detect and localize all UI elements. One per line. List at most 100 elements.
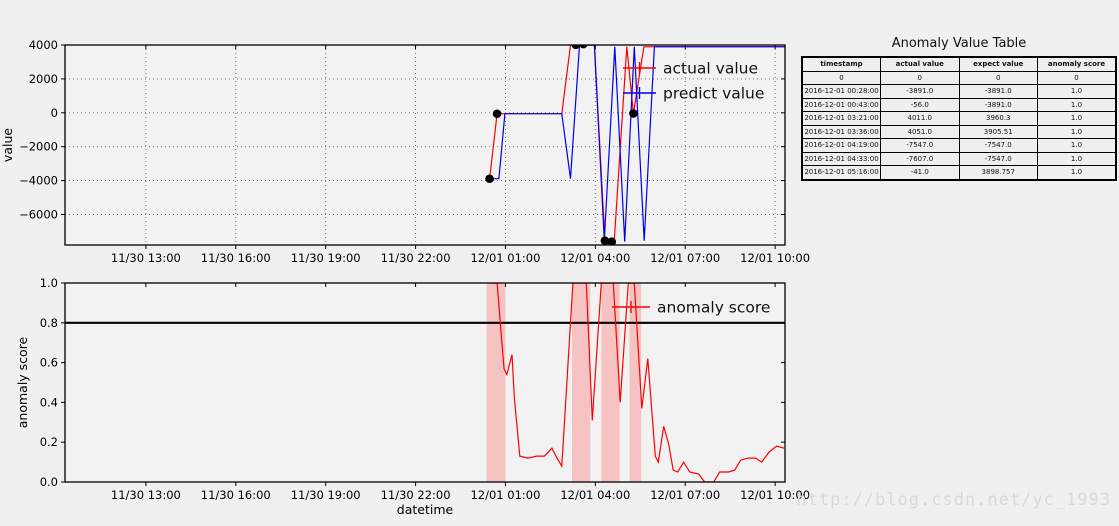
legend-label: anomaly score xyxy=(657,299,770,317)
table-cell: 0 xyxy=(801,70,881,85)
plot-area xyxy=(65,45,785,245)
table-cell: 0 xyxy=(1037,70,1117,85)
table-body: 0 0 0 0 2016-12-01 00:28:00 -3891.0 -3891.0 1.0… xyxy=(801,70,1117,180)
x-tick-label: 12/01 01:00 xyxy=(470,251,540,265)
axes-background xyxy=(65,283,785,482)
table-cell: 1.0 xyxy=(1037,111,1117,126)
table-cell: -56.0 xyxy=(880,97,960,112)
table-cell: -3891.0 xyxy=(958,97,1038,112)
table-cell: -7547.0 xyxy=(958,151,1038,166)
y-tick-label: 0.6 xyxy=(40,356,58,370)
axes-background xyxy=(65,45,785,245)
anomaly-marker xyxy=(492,109,502,119)
table-cell: 2016-12-01 00:43:00 xyxy=(801,97,881,112)
table-header-cell: timestamp xyxy=(801,56,881,72)
table-row: 2016-12-01 04:19:00 -7547.0 -7547.0 1.0 xyxy=(801,138,1117,153)
y-tick-label: 0.4 xyxy=(40,395,58,409)
table-row: 2016-12-01 00:43:00 -56.0 -3891.0 1.0 xyxy=(801,97,1117,112)
anomaly-marker xyxy=(579,45,588,49)
table-cell: 1.0 xyxy=(1037,151,1117,166)
table-cell: -7607.0 xyxy=(880,151,960,166)
axes-spines xyxy=(64,282,786,483)
y-axis-label: value xyxy=(0,128,15,162)
x-tick-label: 12/01 04:00 xyxy=(560,251,630,265)
y-tick-label: 2000 xyxy=(29,72,58,86)
table-cell: 2016-12-01 03:36:00 xyxy=(801,124,881,139)
x-tick-label: 12/01 10:00 xyxy=(740,251,810,265)
table-header-cell: expect value xyxy=(958,56,1038,72)
table-cell: -41.0 xyxy=(880,165,960,180)
x-axis-label: datetime xyxy=(397,502,454,517)
table-header-cell: anomaly score xyxy=(1037,56,1117,72)
y-tick-label: −2000 xyxy=(19,140,58,154)
table-cell: 4011.0 xyxy=(880,111,960,126)
x-tick-label: 11/30 22:00 xyxy=(381,251,451,265)
x-tick-label: 11/30 16:00 xyxy=(201,488,271,502)
table-header-row: timestamp actual value expect value anomaly… xyxy=(801,56,1117,72)
series-anomaly-score xyxy=(492,283,785,482)
table-cell: -7547.0 xyxy=(880,138,960,153)
y-tick-label: 4000 xyxy=(29,38,58,52)
table-cell: 3960.3 xyxy=(958,111,1038,126)
y-tick-label: 0.0 xyxy=(40,475,58,489)
y-tick-label: 0 xyxy=(51,106,58,120)
anomaly-value-table: Anomaly Value Table timestamp actual valu… xyxy=(801,36,1117,181)
table-cell: 1.0 xyxy=(1037,84,1117,99)
table-head: timestamp actual value expect value anomaly… xyxy=(801,56,1117,72)
anomaly-band xyxy=(571,283,591,482)
table: timestamp actual value expect value anomaly… xyxy=(801,56,1117,181)
table-cell: 2016-12-01 04:19:00 xyxy=(801,138,881,153)
table-row: 2016-12-01 03:21:00 4011.0 3960.3 1.0 xyxy=(801,111,1117,126)
axes-spines xyxy=(64,44,786,246)
y-tick-label: 0.8 xyxy=(40,316,58,330)
table-cell: 2016-12-01 05:16:00 xyxy=(801,165,881,180)
x-tick-label: 12/01 10:00 xyxy=(740,488,810,502)
series-predict-value xyxy=(489,45,785,242)
y-axis-label: anomaly score xyxy=(15,336,30,428)
table-cell: 1.0 xyxy=(1037,124,1117,139)
legend-label: actual value xyxy=(663,60,758,78)
x-tick-label: 12/01 07:00 xyxy=(650,251,720,265)
watermark: http://blog.csdn.net/yc_1993 xyxy=(796,490,1111,510)
table-cell: 1.0 xyxy=(1037,138,1117,153)
x-tick-label: 11/30 19:00 xyxy=(291,488,361,502)
table-cell: 2016-12-01 03:21:00 xyxy=(801,111,881,126)
x-tick-label: 11/30 22:00 xyxy=(381,488,451,502)
x-tick-label: 12/01 07:00 xyxy=(650,488,720,502)
y-tick-label: −4000 xyxy=(19,174,58,188)
y-tick-label: 0.2 xyxy=(40,435,58,449)
x-tick-label: 11/30 19:00 xyxy=(291,251,361,265)
anomaly-marker xyxy=(485,174,494,184)
x-tick-label: 12/01 01:00 xyxy=(470,488,540,502)
table-cell: 1.0 xyxy=(1037,97,1117,112)
table-row: 2016-12-01 00:28:00 -3891.0 -3891.0 1.0 xyxy=(801,84,1117,99)
table-cell: 4051.0 xyxy=(880,124,960,139)
y-tick-label: −6000 xyxy=(19,207,58,221)
table-cell: 2016-12-01 00:28:00 xyxy=(801,84,881,99)
anomaly-marker xyxy=(629,109,638,118)
table-cell: 2016-12-01 04:33:00 xyxy=(801,151,881,166)
table-cell: -7547.0 xyxy=(958,138,1038,153)
value-chart: 4000 2000 0 −2000 −4000 −6000 11/30 13:00 11/30… xyxy=(0,38,810,265)
table-header-cell: actual value xyxy=(880,56,960,72)
anomaly-marker xyxy=(600,236,610,245)
table-cell: -3891.0 xyxy=(880,84,960,99)
table-row: 2016-12-01 04:33:00 -7607.0 -7547.0 1.0 xyxy=(801,151,1117,166)
x-tick-label: 11/30 13:00 xyxy=(111,488,181,502)
table-cell: 0 xyxy=(880,70,960,85)
legend-label: predict value xyxy=(663,85,764,103)
anomaly-marker xyxy=(607,237,617,245)
table-row: 2016-12-01 05:16:00 -41.0 3898.757 1.0 xyxy=(801,165,1117,180)
table-row: 2016-12-01 03:36:00 4051.0 3905.51 1.0 xyxy=(801,124,1117,139)
x-tick-label: 11/30 16:00 xyxy=(201,251,271,265)
anomaly-band xyxy=(629,283,642,482)
table-cell: 1.0 xyxy=(1037,165,1117,180)
x-tick-label: 12/01 04:00 xyxy=(560,488,630,502)
plot-area xyxy=(65,283,785,482)
anomaly-marker xyxy=(571,45,581,50)
y-tick-label: 1.0 xyxy=(40,276,58,290)
table-title: Anomaly Value Table xyxy=(891,36,1027,51)
anomaly-band xyxy=(601,283,620,482)
table-cell: 0 xyxy=(958,70,1038,85)
